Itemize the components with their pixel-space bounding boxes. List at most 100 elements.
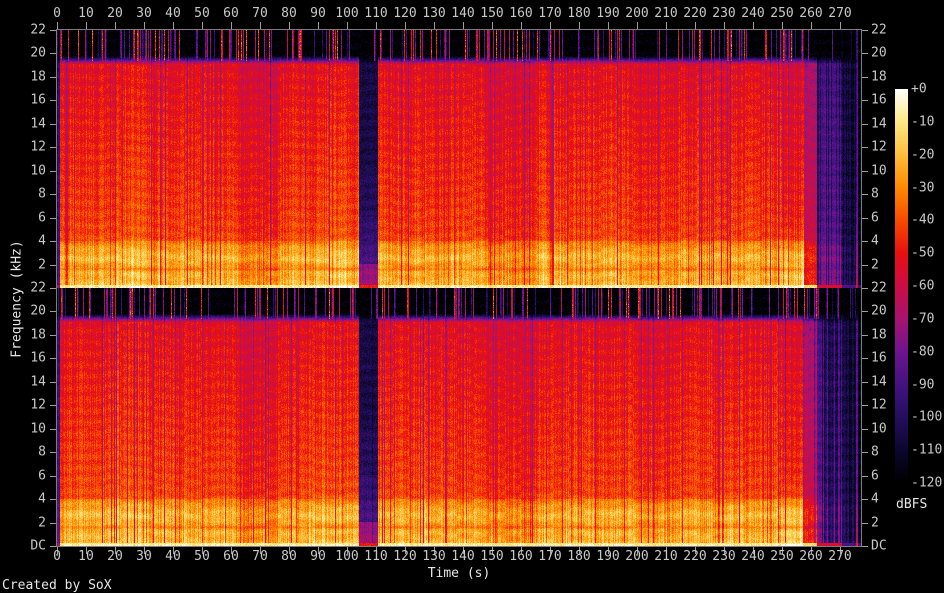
y-tick-label: 18: [871, 327, 887, 343]
y-tick-label: 20: [30, 303, 46, 319]
x-tick-label: 160: [509, 6, 533, 21]
credit-text: Created by SoX: [2, 578, 112, 593]
x-tick-label: 70: [252, 6, 268, 21]
x-tick-label: 30: [136, 549, 152, 564]
colorbar-tick-label: -120: [911, 475, 943, 491]
y-tick-label: 22: [871, 280, 887, 296]
x-tick-label: 40: [165, 549, 181, 564]
y-tick-mark: [862, 428, 868, 430]
x-tick-label: 110: [364, 549, 388, 564]
y-tick-label: 16: [30, 350, 46, 366]
x-tick-mark: [260, 22, 261, 29]
x-tick-label: 140: [451, 549, 475, 564]
x-tick-label: 40: [165, 6, 181, 21]
x-tick-mark: [782, 22, 783, 29]
y-tick-label: 8: [871, 444, 879, 460]
y-tick-mark: [50, 546, 56, 547]
y-tick-mark: [862, 100, 868, 102]
y-tick-label: 4: [38, 491, 46, 507]
y-tick-mark: [50, 170, 56, 172]
x-tick-label: 110: [364, 6, 388, 21]
y-tick-label: 10: [30, 163, 46, 179]
x-tick-label: 130: [422, 549, 446, 564]
y-tick-mark: [50, 147, 56, 149]
x-tick-label: 130: [422, 6, 446, 21]
x-tick-label: 60: [223, 549, 239, 564]
x-tick-mark: [260, 547, 261, 554]
y-tick-mark: [862, 241, 868, 243]
y-tick-mark: [50, 288, 56, 289]
y-tick-label: 16: [871, 350, 887, 366]
x-tick-mark: [811, 547, 812, 554]
x-tick-label: 80: [281, 6, 297, 21]
x-tick-mark: [434, 22, 435, 29]
x-tick-label: 90: [310, 6, 326, 21]
x-tick-mark: [347, 547, 348, 554]
y-tick-label: 4: [871, 233, 879, 249]
x-tick-label: 140: [451, 6, 475, 21]
x-tick-mark: [579, 22, 580, 29]
x-tick-label: 200: [625, 6, 649, 21]
y-tick-mark: [50, 30, 56, 31]
colorbar-tick-label: -20: [911, 147, 935, 163]
x-tick-mark: [202, 547, 203, 554]
x-tick-label: 70: [252, 549, 268, 564]
y-tick-label: 2: [38, 515, 46, 531]
y-tick-mark: [862, 76, 868, 78]
colorbar: [895, 89, 908, 483]
y-tick-mark: [50, 53, 56, 55]
y-tick-label: 18: [871, 69, 887, 85]
x-tick-label: 20: [107, 549, 123, 564]
y-tick-label: 12: [30, 139, 46, 155]
x-tick-label: 270: [828, 549, 852, 564]
x-tick-mark: [753, 547, 754, 554]
y-tick-mark: [862, 194, 868, 196]
y-tick-mark: [50, 241, 56, 243]
x-tick-label: 100: [335, 549, 359, 564]
y-tick-mark: [862, 381, 868, 383]
x-tick-mark: [144, 547, 145, 554]
colorbar-tick-label: -50: [911, 245, 935, 261]
y-tick-label: 14: [30, 374, 46, 390]
x-tick-mark: [840, 22, 841, 29]
x-tick-label: 180: [567, 6, 591, 21]
x-tick-label: 190: [596, 6, 620, 21]
x-tick-mark: [86, 22, 87, 29]
y-tick-label: 2: [871, 257, 879, 273]
colorbar-tick-label: -30: [911, 180, 935, 195]
y-tick-mark: [862, 264, 868, 266]
x-tick-mark: [840, 547, 841, 554]
x-tick-label: 30: [136, 6, 152, 21]
x-tick-mark: [144, 22, 145, 29]
y-tick-label: 2: [871, 515, 879, 531]
colorbar-tick-label: -110: [911, 442, 943, 458]
y-tick-mark: [862, 452, 868, 454]
y-tick-mark: [50, 334, 56, 336]
y-tick-label: 22: [30, 22, 46, 38]
x-tick-mark: [695, 547, 696, 554]
y-tick-label: 8: [38, 444, 46, 460]
x-tick-mark: [521, 547, 522, 554]
y-tick-mark: [862, 311, 868, 313]
y-tick-mark: [862, 522, 868, 524]
y-tick-label: 20: [30, 45, 46, 61]
x-tick-mark: [695, 22, 696, 29]
x-tick-mark: [724, 22, 725, 29]
x-tick-mark: [492, 547, 493, 554]
y-tick-label: 10: [30, 421, 46, 437]
y-tick-label: 6: [38, 468, 46, 484]
x-tick-mark: [608, 22, 609, 29]
x-tick-mark: [492, 22, 493, 29]
y-tick-label: 22: [30, 280, 46, 296]
y-tick-label: 14: [30, 116, 46, 132]
x-tick-label: 90: [310, 549, 326, 564]
x-tick-label: 100: [335, 6, 359, 21]
x-tick-label: 10: [78, 6, 94, 21]
x-tick-label: 270: [828, 6, 852, 21]
y-tick-mark: [862, 217, 868, 219]
colorbar-tick-label: -100: [911, 409, 943, 425]
y-tick-mark: [50, 217, 56, 219]
y-tick-label: 18: [30, 327, 46, 343]
y-tick-mark: [50, 428, 56, 430]
y-tick-label: 18: [30, 69, 46, 85]
